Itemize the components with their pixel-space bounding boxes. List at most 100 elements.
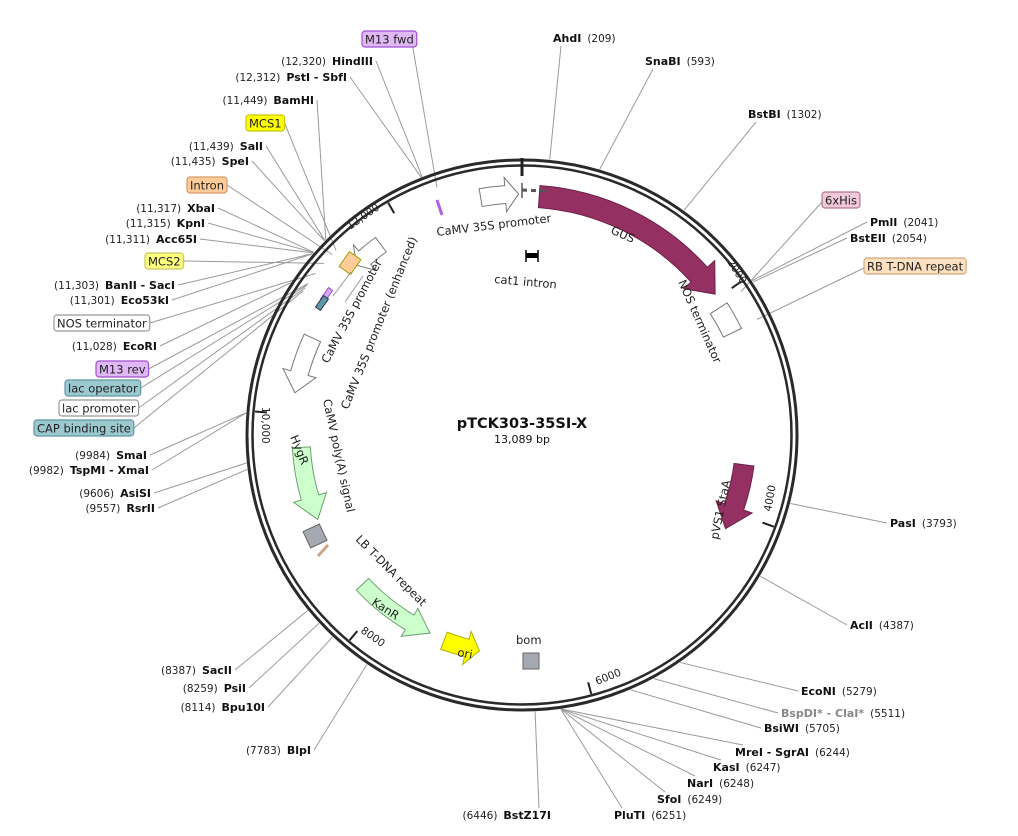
tick-mark <box>254 410 268 414</box>
enzyme-name: EcoRI <box>123 340 157 353</box>
chip-label: CAP binding site <box>37 422 131 436</box>
enzyme-leader-line <box>217 207 314 253</box>
feature-camv-35s-promoter-enhanced-[interactable] <box>352 236 387 272</box>
feature-hygr[interactable] <box>291 446 328 521</box>
enzyme-site[interactable]: (8259) PsiI <box>183 682 246 695</box>
enzyme-site[interactable]: (11,301) Eco53kI <box>70 294 169 307</box>
enzyme-name: SacII <box>202 664 232 677</box>
feature-kanr[interactable] <box>355 577 431 637</box>
enzyme-name: PsiI <box>224 682 246 695</box>
enzyme-site[interactable]: (12,320) HindIII <box>281 55 373 68</box>
enzyme-site[interactable]: (7783) BlpI <box>246 744 311 757</box>
feature-extras <box>302 183 547 670</box>
enzyme-site[interactable]: PmlI (2041) <box>870 216 938 229</box>
enzyme-site[interactable]: BspDI* - ClaI* (5511) <box>781 707 905 720</box>
feature-gus[interactable] <box>537 185 716 295</box>
feature-chip-6xhis[interactable]: 6xHis <box>821 191 861 209</box>
feature-chip-mcs2[interactable]: MCS2 <box>144 252 185 270</box>
enzyme-leader-line <box>549 45 562 160</box>
feature-chip-nos-terminator[interactable]: NOS terminator <box>53 314 151 332</box>
enzyme-site[interactable]: SnaBI (593) <box>645 55 715 68</box>
enzyme-site[interactable]: (9984) SmaI <box>75 449 147 462</box>
feature-camv-35s-promoter[interactable] <box>478 176 520 214</box>
feature-pvs1-staa[interactable] <box>715 462 755 530</box>
enzyme-name: EcoNI <box>801 685 836 698</box>
enzyme-site[interactable]: PluTI (6251) <box>614 809 686 822</box>
enzyme-position: (11,303) <box>54 280 99 292</box>
enzyme-site[interactable]: (9982) TspMI - XmaI <box>29 464 149 477</box>
feature-chip-cap-binding-site[interactable]: CAP binding site <box>33 419 135 437</box>
enzyme-site[interactable]: (11,028) EcoRI <box>72 340 157 353</box>
enzyme-site[interactable]: (8387) SacII <box>161 664 232 677</box>
feature-chip-intron[interactable]: Intron <box>186 176 228 194</box>
enzyme-site[interactable]: MreI - SgrAI (6244) <box>735 746 850 759</box>
chip-label: MCS1 <box>249 117 282 131</box>
enzyme-site[interactable]: BstBI (1302) <box>748 108 822 121</box>
chip-label: 6xHis <box>825 194 857 208</box>
enzyme-site[interactable]: NarI (6248) <box>687 777 754 790</box>
enzyme-site[interactable]: AhdI (209) <box>553 32 616 45</box>
enzyme-name: HindIII <box>332 55 373 68</box>
chip-label: lac promoter <box>62 402 136 416</box>
enzyme-site[interactable]: EcoNI (5279) <box>801 685 877 698</box>
enzyme-site[interactable]: (9606) AsiSI <box>79 487 151 500</box>
feature-nos-terminator[interactable] <box>709 302 743 338</box>
enzyme-name: PmlI <box>870 216 897 229</box>
enzyme-name: KasI <box>713 761 740 774</box>
chip-label: lac operator <box>68 382 138 396</box>
enzyme-site[interactable]: BstEII (2054) <box>850 232 927 245</box>
enzyme-leader-line <box>171 253 313 301</box>
enzyme-site[interactable]: (6446) BstZ17I <box>463 809 552 822</box>
chip-label: M13 rev <box>99 363 146 377</box>
enzyme-position: (11,317) <box>136 203 181 215</box>
enzyme-site[interactable]: (8114) Bpu10I <box>181 701 265 714</box>
feature-chip-m13-fwd[interactable]: M13 fwd <box>361 30 418 48</box>
enzyme-name: PasI <box>890 517 916 530</box>
enzyme-site[interactable]: (11,303) BanII - SacI <box>54 279 175 292</box>
enzyme-name: PstI - SbfI <box>286 71 347 84</box>
enzyme-position: (209) <box>587 33 615 45</box>
enzyme-site[interactable]: (11,317) XbaI <box>136 202 215 215</box>
feature-chip-m13-rev[interactable]: M13 rev <box>95 360 150 378</box>
chip-leader-line <box>140 284 308 389</box>
feature-chip-rb-t-dna-repeat[interactable]: RB T-DNA repeat <box>863 257 967 275</box>
enzyme-leader-line <box>251 160 325 242</box>
enzyme-leader-line <box>599 68 654 170</box>
enzyme-site[interactable]: (11,449) BamHI <box>222 94 314 107</box>
enzyme-site[interactable]: (9557) RsrII <box>85 502 155 515</box>
feature-ori[interactable] <box>440 629 481 666</box>
enzyme-site[interactable]: (11,315) KpnI <box>126 217 205 230</box>
enzyme-position: (6249) <box>687 794 722 806</box>
enzyme-site[interactable]: KasI (6247) <box>713 761 781 774</box>
enzyme-name: AhdI <box>553 32 581 45</box>
enzyme-position: (8259) <box>183 683 218 695</box>
enzyme-leader-line <box>199 238 314 254</box>
enzyme-site[interactable]: (11,311) Acc65I <box>105 233 197 246</box>
enzyme-name: Bpu10I <box>222 701 266 714</box>
enzyme-leader-line <box>561 708 722 761</box>
enzyme-leader-line <box>790 503 888 524</box>
plasmid-name: pTCK303-35SI-X <box>457 416 587 432</box>
enzyme-site[interactable]: PasI (3793) <box>890 517 957 530</box>
enzyme-position: (11,315) <box>126 218 171 230</box>
enzyme-leader-line <box>316 99 327 240</box>
feature-camv-35s-promoter[interactable] <box>282 333 322 394</box>
enzyme-name: BanII - SacI <box>105 279 175 292</box>
enzyme-name: BstZ17I <box>503 809 551 822</box>
enzyme-site[interactable]: AclI (4387) <box>850 619 914 632</box>
tick-label: 6000 <box>594 667 623 688</box>
feature-chip-mcs1[interactable]: MCS1 <box>245 114 286 132</box>
enzyme-position: (5705) <box>805 723 840 735</box>
enzyme-site[interactable]: (12,312) PstI - SbfI <box>235 71 347 84</box>
enzyme-position: (3793) <box>922 518 957 530</box>
enzyme-site[interactable]: (11,435) SpeI <box>171 155 249 168</box>
feature-chip-lac-operator[interactable]: lac operator <box>64 379 142 397</box>
enzyme-position: (4387) <box>879 620 914 632</box>
feature-chip-lac-promoter[interactable]: lac promoter <box>58 399 140 417</box>
enzyme-site[interactable]: BsiWI (5705) <box>764 722 840 735</box>
enzyme-position: (11,449) <box>222 95 267 107</box>
enzyme-site[interactable]: SfoI (6249) <box>657 793 722 806</box>
enzyme-name: KpnI <box>177 217 205 230</box>
enzyme-site[interactable]: (11,439) SalI <box>189 140 263 153</box>
